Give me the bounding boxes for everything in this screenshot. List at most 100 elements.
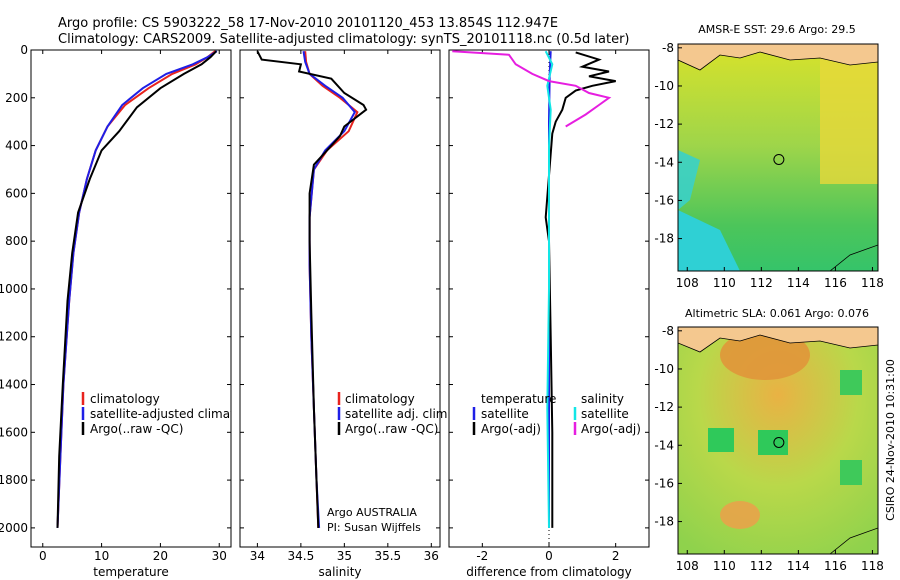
map-x-tick-label: 114 — [787, 276, 810, 290]
x-tick-label: 35 — [337, 549, 352, 563]
series-line-argo-raw-qc- — [256, 50, 368, 528]
sst-cool-patch — [678, 150, 700, 210]
series-line-argo-raw-qc- — [56, 50, 218, 528]
y-tick-label: 600 — [5, 186, 28, 200]
figure-title-line2: Climatology: CARS2009. Satellite-adjuste… — [58, 32, 630, 47]
salinity-axes-frame — [239, 49, 441, 548]
legend-label-climatology: climatology — [90, 392, 160, 406]
map-x-tick-label: 108 — [676, 559, 699, 573]
series-line-salinity-argo-adj- — [452, 50, 612, 128]
sla-map-title: Altimetric SLA: 0.061 Argo: 0.076 — [685, 307, 869, 320]
y-tick-label: 200 — [5, 91, 28, 105]
y-tick-label: 2000 — [0, 521, 28, 535]
sst-land — [678, 44, 878, 71]
map-y-tick-label: -10 — [654, 79, 674, 93]
map-x-tick-label: 116 — [824, 276, 847, 290]
salinity-xlabel: salinity — [318, 565, 361, 579]
x-tick-label: 30 — [212, 549, 227, 563]
legend-label-satellite-adj: satellite adj. clim. — [345, 407, 451, 421]
map-y-tick-label: -8 — [662, 324, 674, 338]
temperature-legend: climatology satellite-adjusted climatolo… — [81, 392, 268, 436]
legend-label-argo: Argo(..raw -QC) — [90, 422, 183, 436]
x-tick-label: 0 — [545, 549, 553, 563]
argo-australia-annotation: Argo AUSTRALIA — [327, 506, 417, 519]
legend-label-climatology: climatology — [345, 392, 415, 406]
sla-map-frame — [677, 326, 879, 555]
x-tick-label: 10 — [94, 549, 109, 563]
sla-map-ticks: 108 110 112 114 116 118 -8 -10 -12 -14 -16 -18 — [654, 324, 884, 573]
map-x-tick-label: 114 — [787, 559, 810, 573]
x-tick-label: 0 — [39, 549, 47, 563]
sst-warm-patch — [820, 44, 878, 184]
sla-map-panel: Altimetric SLA: 0.061 Argo: 0.076 108 110… — [654, 307, 884, 573]
map-x-tick-label: 118 — [861, 276, 884, 290]
y-tick-label: 1400 — [0, 378, 28, 392]
y-tick-label: 1200 — [0, 330, 28, 344]
y-tick-label: 1000 — [0, 282, 28, 296]
argo-location-marker — [773, 436, 785, 448]
map-y-tick-label: -14 — [654, 155, 674, 169]
legend-title-temperature: temperature — [481, 392, 556, 406]
map-x-tick-label: 108 — [676, 276, 699, 290]
sst-map-frame — [677, 43, 879, 272]
sla-high-patch-south — [720, 501, 760, 529]
figure-title-line1: Argo profile: CS 5903222_58 17-Nov-2010 … — [58, 16, 558, 31]
map-y-tick-label: -18 — [654, 515, 674, 529]
sla-land — [678, 327, 878, 353]
temperature-axis: 0 10 20 30 — [39, 50, 227, 563]
y-tick-label: 400 — [5, 139, 28, 153]
map-y-tick-label: -12 — [654, 400, 674, 414]
y-tick-label: 1800 — [0, 473, 28, 487]
sst-map-title: AMSR-E SST: 29.6 Argo: 29.5 — [698, 23, 856, 36]
map-x-tick-label: 110 — [713, 276, 736, 290]
difference-panel: -2 0 2 difference from climatology tempera… — [448, 49, 650, 579]
legend-title-salinity: salinity — [581, 392, 624, 406]
salinity-ticks: 34 34.5 35 35.5 36 — [240, 49, 440, 563]
map-y-tick-label: -14 — [654, 438, 674, 452]
map-x-tick-label: 116 — [824, 559, 847, 573]
temperature-axes-frame — [30, 49, 232, 548]
map-x-tick-label: 112 — [750, 559, 773, 573]
map-y-tick-label: -16 — [654, 193, 674, 207]
x-tick-label: 20 — [153, 549, 168, 563]
x-tick-label: 34.5 — [288, 549, 315, 563]
map-y-tick-label: -10 — [654, 362, 674, 376]
temperature-xlabel: temperature — [93, 565, 168, 579]
y-tick-label: 1600 — [0, 425, 28, 439]
temperature-legend-clip — [231, 390, 240, 420]
sst-map-ticks: 108 110 112 114 116 118 -8 -10 -12 -14 -16 -18 — [654, 41, 884, 290]
sst-cool-patch-south — [678, 210, 740, 271]
series-line-salinity-satellite — [544, 50, 554, 528]
legend-label-sal-satellite: satellite — [581, 407, 629, 421]
y-tick-label: 800 — [5, 234, 28, 248]
argo-location-marker — [773, 153, 785, 165]
salinity-panel: 34 34.5 35 35.5 36 salinity climatology sate… — [239, 49, 451, 579]
legend-label-sal-argo: Argo(-adj) — [581, 422, 641, 436]
sst-coastline-south — [829, 244, 878, 271]
legend-label-satellite-adjusted: satellite-adjusted climatology — [90, 407, 268, 421]
map-y-tick-label: -16 — [654, 476, 674, 490]
sla-coastline-south — [829, 527, 878, 554]
csiro-timestamp: CSIRO 24-Nov-2010 10:31:00 — [884, 359, 897, 521]
map-y-tick-label: -12 — [654, 117, 674, 131]
depth-axis: 0 200 400 600 800 1000 1200 1400 1600 1800 2000 — [0, 43, 231, 535]
sla-low-patch — [758, 430, 788, 455]
sla-low-patch — [708, 428, 734, 452]
map-x-tick-label: 112 — [750, 276, 773, 290]
x-tick-label: 35.5 — [374, 549, 401, 563]
x-tick-label: 2 — [612, 549, 620, 563]
sla-low-patch — [840, 460, 862, 485]
map-x-tick-label: 118 — [861, 559, 884, 573]
map-y-tick-label: -18 — [654, 232, 674, 246]
temperature-series — [56, 50, 218, 528]
sst-map-panel: AMSR-E SST: 29.6 Argo: 29.5 108 110 112 114… — [654, 23, 884, 290]
difference-xlabel: difference from climatology — [466, 565, 632, 579]
legend-label-argo: Argo(..raw -QC) — [345, 422, 438, 436]
x-tick-label: 34 — [250, 549, 265, 563]
difference-series — [452, 50, 616, 547]
legend-label-temp-argo: Argo(-adj) — [481, 422, 541, 436]
salinity-legend: climatology satellite adj. clim. Argo(..… — [337, 392, 451, 436]
x-tick-label: 36 — [424, 549, 439, 563]
map-y-tick-label: -8 — [662, 41, 674, 55]
